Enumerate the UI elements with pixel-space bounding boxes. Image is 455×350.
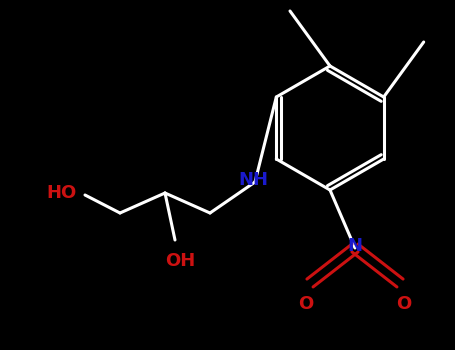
Text: N: N — [348, 237, 363, 255]
Text: NH: NH — [238, 171, 268, 189]
Text: OH: OH — [165, 252, 195, 270]
Text: HO: HO — [47, 184, 77, 202]
Text: O: O — [396, 295, 412, 313]
Text: O: O — [298, 295, 313, 313]
